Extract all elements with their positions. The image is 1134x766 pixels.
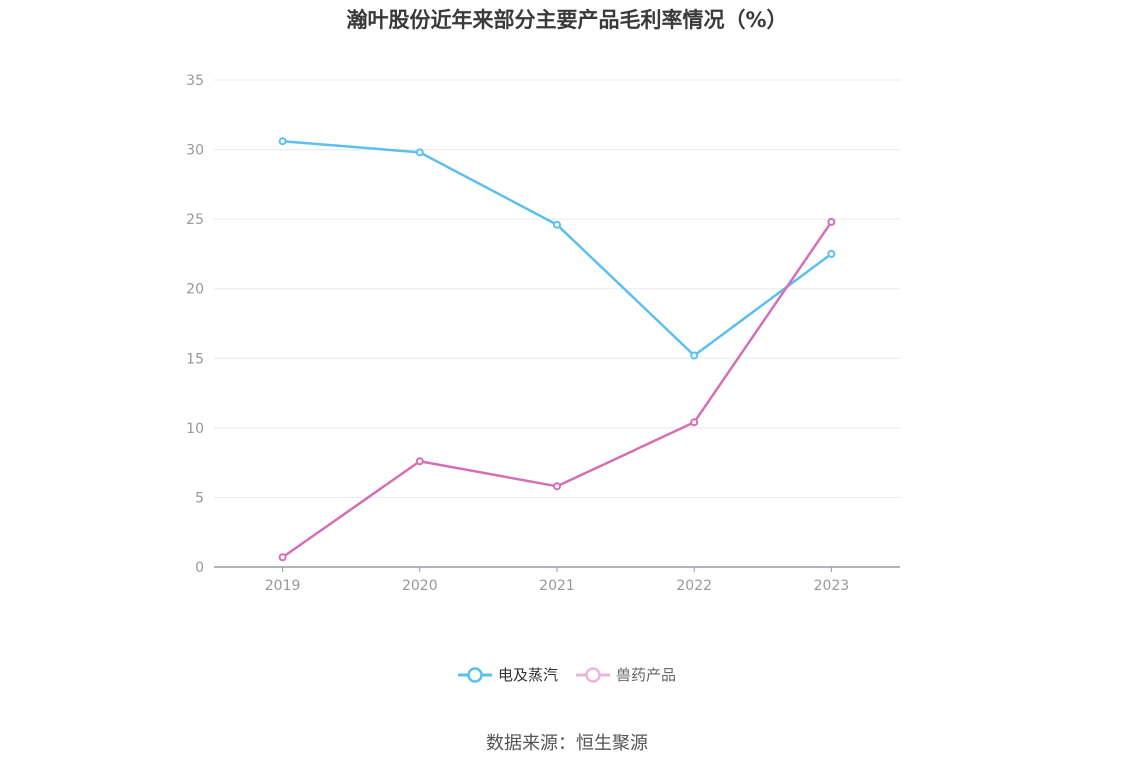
x-tick-label: 2021 (539, 578, 575, 594)
data-point[interactable] (690, 418, 699, 427)
data-point[interactable] (278, 553, 287, 562)
data-source: 数据来源：恒生聚源 (486, 733, 648, 754)
legend-item-series-2[interactable]: 兽药产品 (576, 664, 676, 685)
x-tick-label: 2022 (676, 578, 712, 594)
legend-item-series-1[interactable]: 电及蒸汽 (457, 664, 558, 685)
y-tick-label: 5 (195, 490, 204, 506)
y-tick-label: 15 (186, 351, 204, 367)
x-tick-label: 2020 (402, 578, 438, 594)
x-tick-label: 2023 (814, 578, 850, 594)
series-line-2 (281, 221, 833, 559)
y-tick-label: 20 (186, 282, 204, 298)
axes: 0 5 10 15 20 25 30 35 2019 2020 2021 2022 2023 (186, 73, 900, 594)
legend-marker-circle-icon (457, 666, 492, 683)
data-point[interactable] (827, 217, 836, 226)
grid-lines (214, 79, 900, 498)
data-point[interactable] (553, 482, 561, 491)
data-point[interactable] (690, 351, 699, 360)
legend-label: 兽药产品 (616, 666, 677, 684)
y-tick-label: 35 (186, 73, 204, 89)
chart-title: 瀚叶股份近年来部分主要产品毛利率情况（%） (346, 8, 788, 32)
y-tick-label: 10 (186, 421, 204, 437)
legend-label: 电及蒸汽 (497, 666, 558, 684)
data-point[interactable] (415, 457, 424, 466)
data-point[interactable] (415, 148, 424, 157)
data-point[interactable] (827, 249, 836, 258)
x-tick-label: 2019 (265, 578, 301, 594)
series-lines (278, 137, 836, 562)
data-point[interactable] (278, 137, 287, 146)
data-point[interactable] (553, 220, 561, 229)
y-tick-label: 25 (186, 212, 204, 228)
y-tick-label: 30 (186, 143, 204, 159)
legend-marker-circle-icon (576, 666, 610, 683)
legend: 电及蒸汽 兽药产品 (0, 664, 1134, 685)
series-line-1 (282, 139, 833, 357)
y-tick-label: 0 (195, 560, 204, 576)
